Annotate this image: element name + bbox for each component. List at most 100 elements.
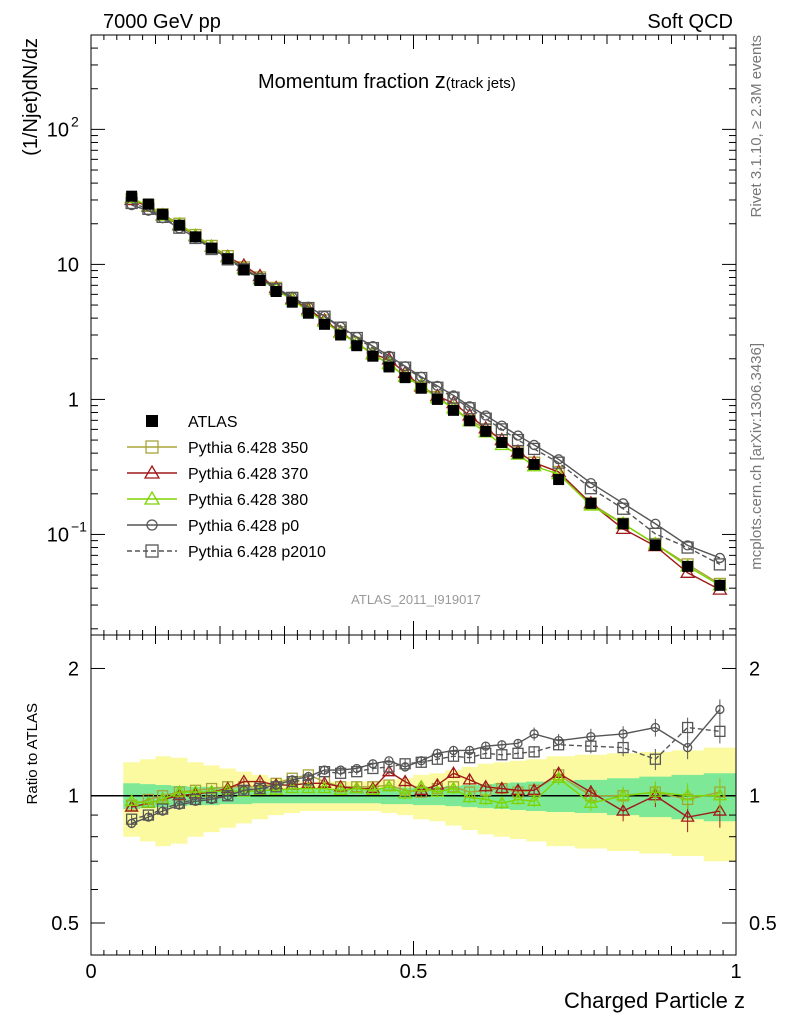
ratio-point bbox=[399, 758, 411, 770]
data-point bbox=[254, 274, 266, 286]
ratio-point bbox=[512, 747, 524, 759]
legend-label: Pythia 6.428 p2010 bbox=[188, 544, 326, 561]
ratio-frame bbox=[90, 634, 737, 956]
ratio-series-pythia-6-428-p2010 bbox=[125, 717, 726, 825]
data-point bbox=[682, 560, 694, 572]
data-point bbox=[302, 307, 314, 319]
ratio-point bbox=[462, 772, 477, 785]
data-point bbox=[714, 579, 726, 591]
ratio-point bbox=[286, 775, 298, 788]
legend-entry-pythia-6-428-350: Pythia 6.428 350 bbox=[127, 440, 308, 457]
legend-label: Pythia 6.428 370 bbox=[188, 466, 308, 483]
ratio-point bbox=[268, 783, 284, 795]
ratio-point bbox=[367, 762, 379, 775]
ratio-point bbox=[714, 725, 726, 738]
data-point bbox=[431, 393, 443, 405]
data-point bbox=[649, 527, 662, 541]
data-point bbox=[157, 208, 169, 220]
data-point bbox=[415, 382, 427, 394]
ratio-point bbox=[478, 792, 493, 805]
ratio-point bbox=[334, 767, 347, 779]
ratio-point bbox=[494, 781, 510, 794]
data-point bbox=[480, 425, 492, 437]
legend-marker bbox=[143, 464, 161, 479]
legend-marker bbox=[146, 415, 158, 427]
data-point bbox=[617, 518, 629, 530]
ratio-point bbox=[365, 783, 381, 795]
data-point bbox=[367, 341, 379, 352]
data-point bbox=[399, 372, 411, 384]
data-point bbox=[238, 264, 250, 276]
ratio-point bbox=[650, 722, 661, 733]
data-point bbox=[463, 402, 476, 415]
data-point bbox=[553, 474, 565, 486]
ratio-point bbox=[526, 794, 542, 806]
ratio-point bbox=[430, 784, 445, 797]
ratio-point bbox=[583, 795, 599, 808]
data-point bbox=[464, 401, 475, 412]
legend-entry-pythia-6-428-p2010: Pythia 6.428 p2010 bbox=[127, 544, 326, 561]
main-y-tick-exponent: −1 bbox=[71, 518, 87, 534]
data-point bbox=[495, 423, 509, 436]
main-y-tick-label: 10 bbox=[47, 524, 69, 546]
ratio-y-tick-label-right: 0.5 bbox=[749, 913, 777, 935]
legend-marker bbox=[143, 490, 161, 505]
data-point bbox=[383, 361, 395, 373]
ratio-point bbox=[681, 721, 694, 734]
ratio-point bbox=[317, 781, 332, 794]
data-point bbox=[447, 404, 459, 416]
ratio-point bbox=[585, 740, 597, 752]
ratio-point bbox=[529, 729, 539, 739]
data-point bbox=[713, 558, 727, 571]
data-point bbox=[585, 497, 597, 509]
data-point bbox=[432, 380, 443, 392]
ratio-point bbox=[715, 704, 725, 715]
ratio-point bbox=[480, 747, 492, 759]
data-point bbox=[270, 285, 282, 297]
data-point bbox=[464, 415, 476, 427]
legend-label: Pythia 6.428 380 bbox=[188, 492, 308, 509]
ratio-y-tick-label: 0.5 bbox=[51, 913, 79, 935]
legend-label: Pythia 6.428 350 bbox=[188, 440, 308, 457]
x-axis-label: Charged Particle z bbox=[564, 988, 745, 1013]
ratio-point bbox=[238, 784, 250, 796]
ratio-point bbox=[447, 750, 460, 762]
ratio-series-pythia-6-428-380 bbox=[124, 770, 728, 812]
ratio-point bbox=[414, 779, 429, 792]
ratio-point bbox=[528, 746, 540, 758]
rivet-version-label: Rivet 3.1.10, ≥ 2.3M events bbox=[748, 35, 765, 218]
data-point bbox=[318, 318, 330, 330]
main-y-tick-label: 1 bbox=[68, 389, 79, 411]
ratio-point bbox=[680, 809, 695, 822]
data-point bbox=[335, 329, 347, 341]
ratio-point bbox=[615, 803, 631, 816]
x-tick-label: 0.5 bbox=[400, 961, 428, 983]
ratio-point bbox=[617, 741, 629, 754]
ratio-point bbox=[301, 781, 316, 794]
main-y-tick-label: 10 bbox=[47, 119, 69, 141]
ratio-point bbox=[189, 793, 202, 806]
data-point bbox=[173, 219, 185, 231]
main-y-tick-label: 10 bbox=[57, 254, 79, 276]
ratio-point bbox=[682, 742, 693, 753]
data-point bbox=[512, 447, 524, 459]
ratio-point bbox=[415, 756, 427, 768]
ratio-point bbox=[712, 788, 728, 801]
ratio-point bbox=[383, 761, 395, 773]
chart-title: Momentum fraction z(track jets) bbox=[258, 68, 516, 93]
legend-entry-pythia-6-428-p0: Pythia 6.428 p0 bbox=[127, 518, 299, 535]
ratio-point bbox=[302, 774, 315, 786]
data-point bbox=[431, 381, 444, 394]
x-tick-label: 0 bbox=[85, 961, 96, 983]
data-point bbox=[126, 190, 138, 202]
legend-marker bbox=[145, 544, 159, 558]
ratio-y-tick-label-right: 1 bbox=[749, 786, 760, 808]
data-point bbox=[681, 541, 694, 554]
chart-title-sub: (track jets) bbox=[446, 75, 516, 92]
data-point bbox=[206, 242, 218, 254]
ratio-panel: 0 0.5 1 0.5 0.5 1 1 2 2 bbox=[51, 634, 777, 983]
ratio-point bbox=[125, 813, 138, 825]
ratio-point bbox=[510, 792, 526, 805]
ratio-point bbox=[478, 779, 493, 792]
